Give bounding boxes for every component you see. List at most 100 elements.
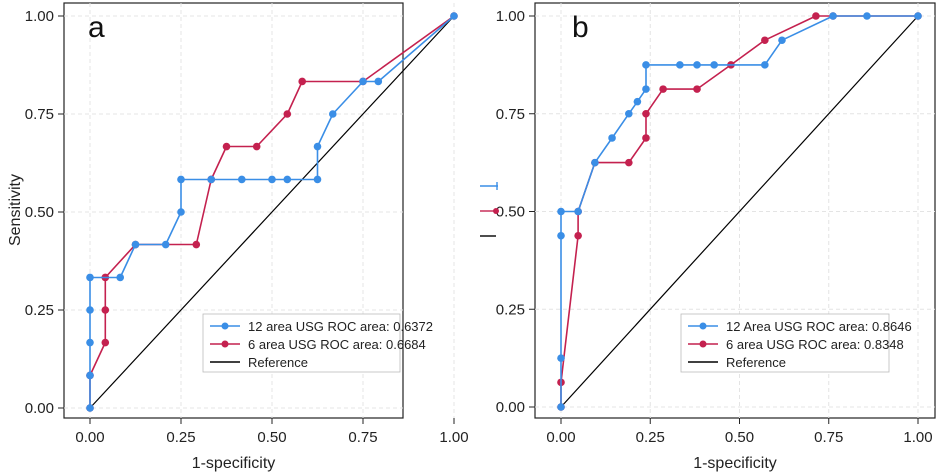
data-point-series-1: [625, 158, 633, 167]
data-point-series-0: [642, 85, 650, 93]
data-point-series-0: [86, 404, 94, 412]
data-point-series-1: [642, 109, 650, 118]
data-point-series-1: [812, 12, 820, 20]
fragment-red-marker: [493, 208, 499, 214]
y-tick-label: 0.25: [496, 301, 525, 318]
legend: 12 area USG ROC area: 0.6372 6 area USG R…: [202, 313, 433, 373]
x-tick-label: 0.75: [814, 429, 843, 446]
data-point-series-0: [116, 273, 125, 282]
x-tick-label: 0.75: [348, 429, 377, 446]
panel-letter: a: [88, 11, 105, 44]
data-point-series-0: [710, 61, 718, 69]
data-point-series-0: [359, 77, 367, 86]
data-point-series-0: [693, 61, 701, 69]
x-tick-label: 0.25: [636, 429, 665, 446]
data-point-series-0: [557, 403, 565, 411]
data-point-series-1: [574, 231, 582, 240]
x-tick-label: 0.50: [257, 429, 286, 446]
data-point-series-0: [557, 207, 565, 216]
legend-label: 12 Area USG ROC area: 0.8646: [726, 319, 912, 334]
legend-label: Reference: [726, 355, 786, 370]
x-axis-title: 1-specificity: [693, 455, 777, 472]
data-point-series-0: [177, 175, 185, 184]
series-line-2: [89, 15, 455, 409]
legend-label: 6 area USG ROC area: 0.8348: [726, 337, 904, 352]
data-point-series-1: [252, 142, 261, 151]
series-line-1: [89, 15, 455, 408]
gap-legend-fragments: [480, 182, 499, 237]
legend-label: Reference: [248, 355, 308, 370]
data-point-series-1: [192, 240, 201, 249]
y-tick-label: 0.25: [25, 302, 54, 319]
panel-letter: b: [572, 11, 589, 44]
data-point-series-0: [177, 208, 185, 216]
chart-panel-b: 0.00 0.00 0.25 0.25 0.50 0.50 0.75 0.75 1.00 1.00…: [496, 2, 936, 472]
data-point-series-1: [659, 85, 667, 93]
data-point-series-1: [222, 142, 231, 151]
data-point-series-1: [283, 110, 292, 118]
y-tick-label: 0.50: [25, 204, 54, 221]
data-point-series-0: [914, 12, 922, 20]
legend-label: 6 area USG ROC area: 0.6684: [248, 337, 426, 352]
data-point-series-0: [829, 12, 837, 20]
data-point-series-0: [86, 306, 94, 314]
x-tick-label: 0.25: [166, 429, 195, 446]
series-line-0: [89, 15, 455, 408]
data-point-series-0: [633, 97, 642, 106]
data-point-series-0: [374, 77, 383, 86]
x-tick-label: 0.00: [546, 429, 575, 446]
data-point-series-0: [313, 175, 322, 184]
data-point-series-0: [761, 61, 769, 69]
data-point-series-0: [450, 12, 458, 20]
x-axis-title: 1-specificity: [192, 455, 276, 472]
data-point-series-0: [676, 61, 684, 69]
data-point-series-1: [642, 134, 650, 142]
data-point-series-0: [268, 175, 276, 184]
y-tick-label: 0.00: [496, 399, 525, 416]
y-tick-label: 0.75: [25, 106, 54, 123]
data-point-series-0: [574, 207, 582, 216]
data-point-series-0: [591, 158, 599, 167]
data-point-series-0: [557, 354, 565, 362]
data-point-series-1: [298, 77, 307, 86]
legend-swatch-marker: [699, 322, 707, 330]
y-tick-label: 1.00: [25, 8, 54, 25]
data-point-series-0: [608, 134, 616, 142]
data-point-series-0: [161, 240, 170, 249]
data-point-series-0: [86, 371, 94, 380]
data-point-series-1: [761, 36, 769, 45]
series-line-2: [560, 15, 919, 408]
x-tick-label: 0.50: [725, 429, 754, 446]
legend-swatch-marker: [221, 322, 229, 330]
x-tick-label: 1.00: [903, 429, 932, 446]
data-point-series-0: [131, 240, 140, 249]
data-point-series-0: [642, 61, 650, 69]
data-point-series-1: [101, 338, 110, 347]
data-point-series-0: [86, 273, 94, 282]
data-point-series-1: [693, 85, 701, 93]
panel-a-ylabel: Sensitivity: [7, 174, 24, 246]
data-point-series-0: [863, 12, 871, 20]
data-point-series-0: [237, 175, 246, 184]
data-point-series-0: [557, 231, 565, 240]
data-point-series-0: [283, 175, 292, 184]
legend-swatch-marker: [221, 340, 229, 348]
y-tick-label: 1.00: [496, 8, 525, 25]
legend-swatch-marker: [699, 340, 707, 348]
legend: 12 Area USG ROC area: 0.8646 6 area USG R…: [680, 313, 912, 373]
legend-label: 12 area USG ROC area: 0.6372: [248, 319, 433, 334]
x-tick-label: 1.00: [439, 429, 468, 446]
y-tick-label: 0.50: [496, 204, 525, 221]
data-point-series-0: [328, 110, 337, 118]
chart-panel-a: 0.00 0.00 0.25 0.25 0.50 0.50 0.75 0.75 1.00 1.00…: [25, 2, 469, 472]
y-tick-label: 0.75: [496, 106, 525, 123]
data-point-series-0: [207, 175, 216, 184]
data-point-series-0: [778, 36, 786, 45]
data-point-series-0: [86, 338, 94, 347]
data-point-series-1: [101, 306, 110, 314]
data-point-series-0: [313, 142, 322, 151]
data-point-series-0: [625, 109, 633, 118]
x-tick-label: 0.00: [75, 429, 104, 446]
y-tick-label: 0.00: [25, 400, 54, 417]
